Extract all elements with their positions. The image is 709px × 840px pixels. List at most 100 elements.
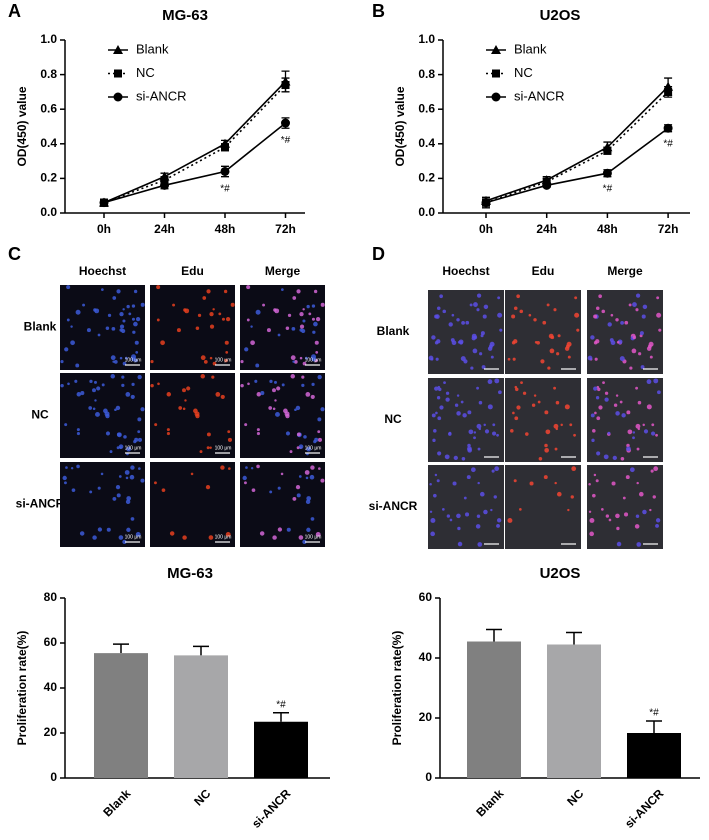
- cell: [638, 491, 644, 497]
- cell: [483, 304, 489, 310]
- cell: [310, 465, 315, 470]
- annotation: *#: [220, 183, 230, 194]
- cell: [82, 303, 86, 307]
- cell: [202, 296, 207, 300]
- cell: [595, 479, 599, 483]
- cell: [272, 388, 276, 393]
- cell: [63, 481, 67, 485]
- cell: [554, 447, 558, 451]
- cell: [176, 328, 181, 333]
- cell: [487, 404, 493, 410]
- cell: [642, 509, 647, 515]
- cell: [70, 325, 73, 328]
- cell: [624, 320, 629, 325]
- cell: [110, 355, 116, 361]
- x-tick-label: si-ANCR: [622, 786, 667, 831]
- cell: [499, 328, 503, 332]
- legend-label: Blank: [136, 41, 169, 56]
- row-label: NC: [31, 408, 49, 422]
- x-tick-label: 48h: [597, 222, 618, 236]
- cell: [101, 288, 104, 291]
- cell: [154, 423, 158, 427]
- cell: [293, 360, 298, 364]
- cell: [615, 394, 619, 397]
- cell: [311, 304, 316, 308]
- cell: [490, 508, 493, 512]
- cell: [547, 366, 551, 370]
- x-tick-label: NC: [191, 786, 213, 808]
- cell: [126, 527, 131, 533]
- y-tick-label: 0.0: [40, 205, 57, 219]
- cell: [593, 473, 597, 477]
- row-label: Blank: [377, 324, 410, 338]
- cell: [448, 322, 453, 327]
- cell: [304, 470, 310, 475]
- legend-label: NC: [514, 65, 533, 80]
- y-tick-label: 40: [419, 650, 433, 664]
- scale-label: 100 μm: [305, 445, 322, 451]
- y-tick-label: 0.0: [418, 205, 435, 219]
- cell: [465, 320, 470, 325]
- cell: [71, 488, 76, 492]
- cell: [522, 391, 527, 395]
- scale-label: 100 μm: [305, 357, 322, 363]
- micrograph: [60, 373, 145, 458]
- marker: [160, 180, 169, 190]
- cell: [260, 391, 265, 396]
- cell: [598, 405, 603, 410]
- cell: [655, 433, 658, 437]
- cell: [487, 379, 493, 385]
- cell: [206, 432, 211, 437]
- cell: [285, 431, 291, 436]
- cell: [67, 382, 70, 386]
- column-header: Edu: [181, 264, 204, 278]
- cell: [627, 429, 633, 435]
- cell: [489, 341, 495, 347]
- cell: [549, 348, 555, 354]
- cell: [516, 294, 520, 299]
- marker: [603, 146, 612, 155]
- cell: [531, 403, 536, 407]
- cell: [621, 413, 626, 418]
- cell: [436, 306, 441, 311]
- cell: [620, 457, 625, 461]
- scale-label: 100 μm: [305, 534, 322, 540]
- cell: [452, 481, 457, 486]
- y-tick-label: 0.6: [40, 101, 57, 115]
- cell: [564, 404, 570, 410]
- marker: [664, 87, 673, 96]
- cell: [301, 328, 306, 334]
- cell: [250, 340, 255, 346]
- cell: [529, 481, 534, 486]
- cell: [454, 403, 459, 407]
- annotation: *#: [281, 135, 291, 146]
- cell: [498, 390, 502, 395]
- cell: [442, 508, 445, 511]
- bar: [254, 721, 308, 778]
- cell: [130, 517, 135, 521]
- cell: [428, 355, 434, 361]
- panel-letter: B: [372, 1, 385, 21]
- cell: [594, 411, 597, 415]
- series-line: [103, 84, 287, 204]
- cell: [637, 400, 642, 405]
- cell: [200, 355, 206, 361]
- cell: [123, 435, 127, 439]
- cell: [464, 512, 470, 517]
- cell: [311, 317, 315, 321]
- cell: [115, 405, 121, 411]
- cell: [457, 541, 463, 547]
- cell: [461, 457, 466, 461]
- cell: [320, 407, 325, 412]
- y-tick-label: 60: [44, 635, 58, 649]
- cell: [93, 380, 97, 384]
- cell: [476, 308, 480, 312]
- cell: [514, 416, 519, 421]
- cell: [650, 431, 656, 436]
- cell: [242, 475, 247, 481]
- y-tick-label: 0: [425, 770, 432, 784]
- cell: [635, 293, 641, 298]
- cell: [439, 405, 444, 410]
- cell: [306, 446, 312, 452]
- cell: [604, 397, 609, 402]
